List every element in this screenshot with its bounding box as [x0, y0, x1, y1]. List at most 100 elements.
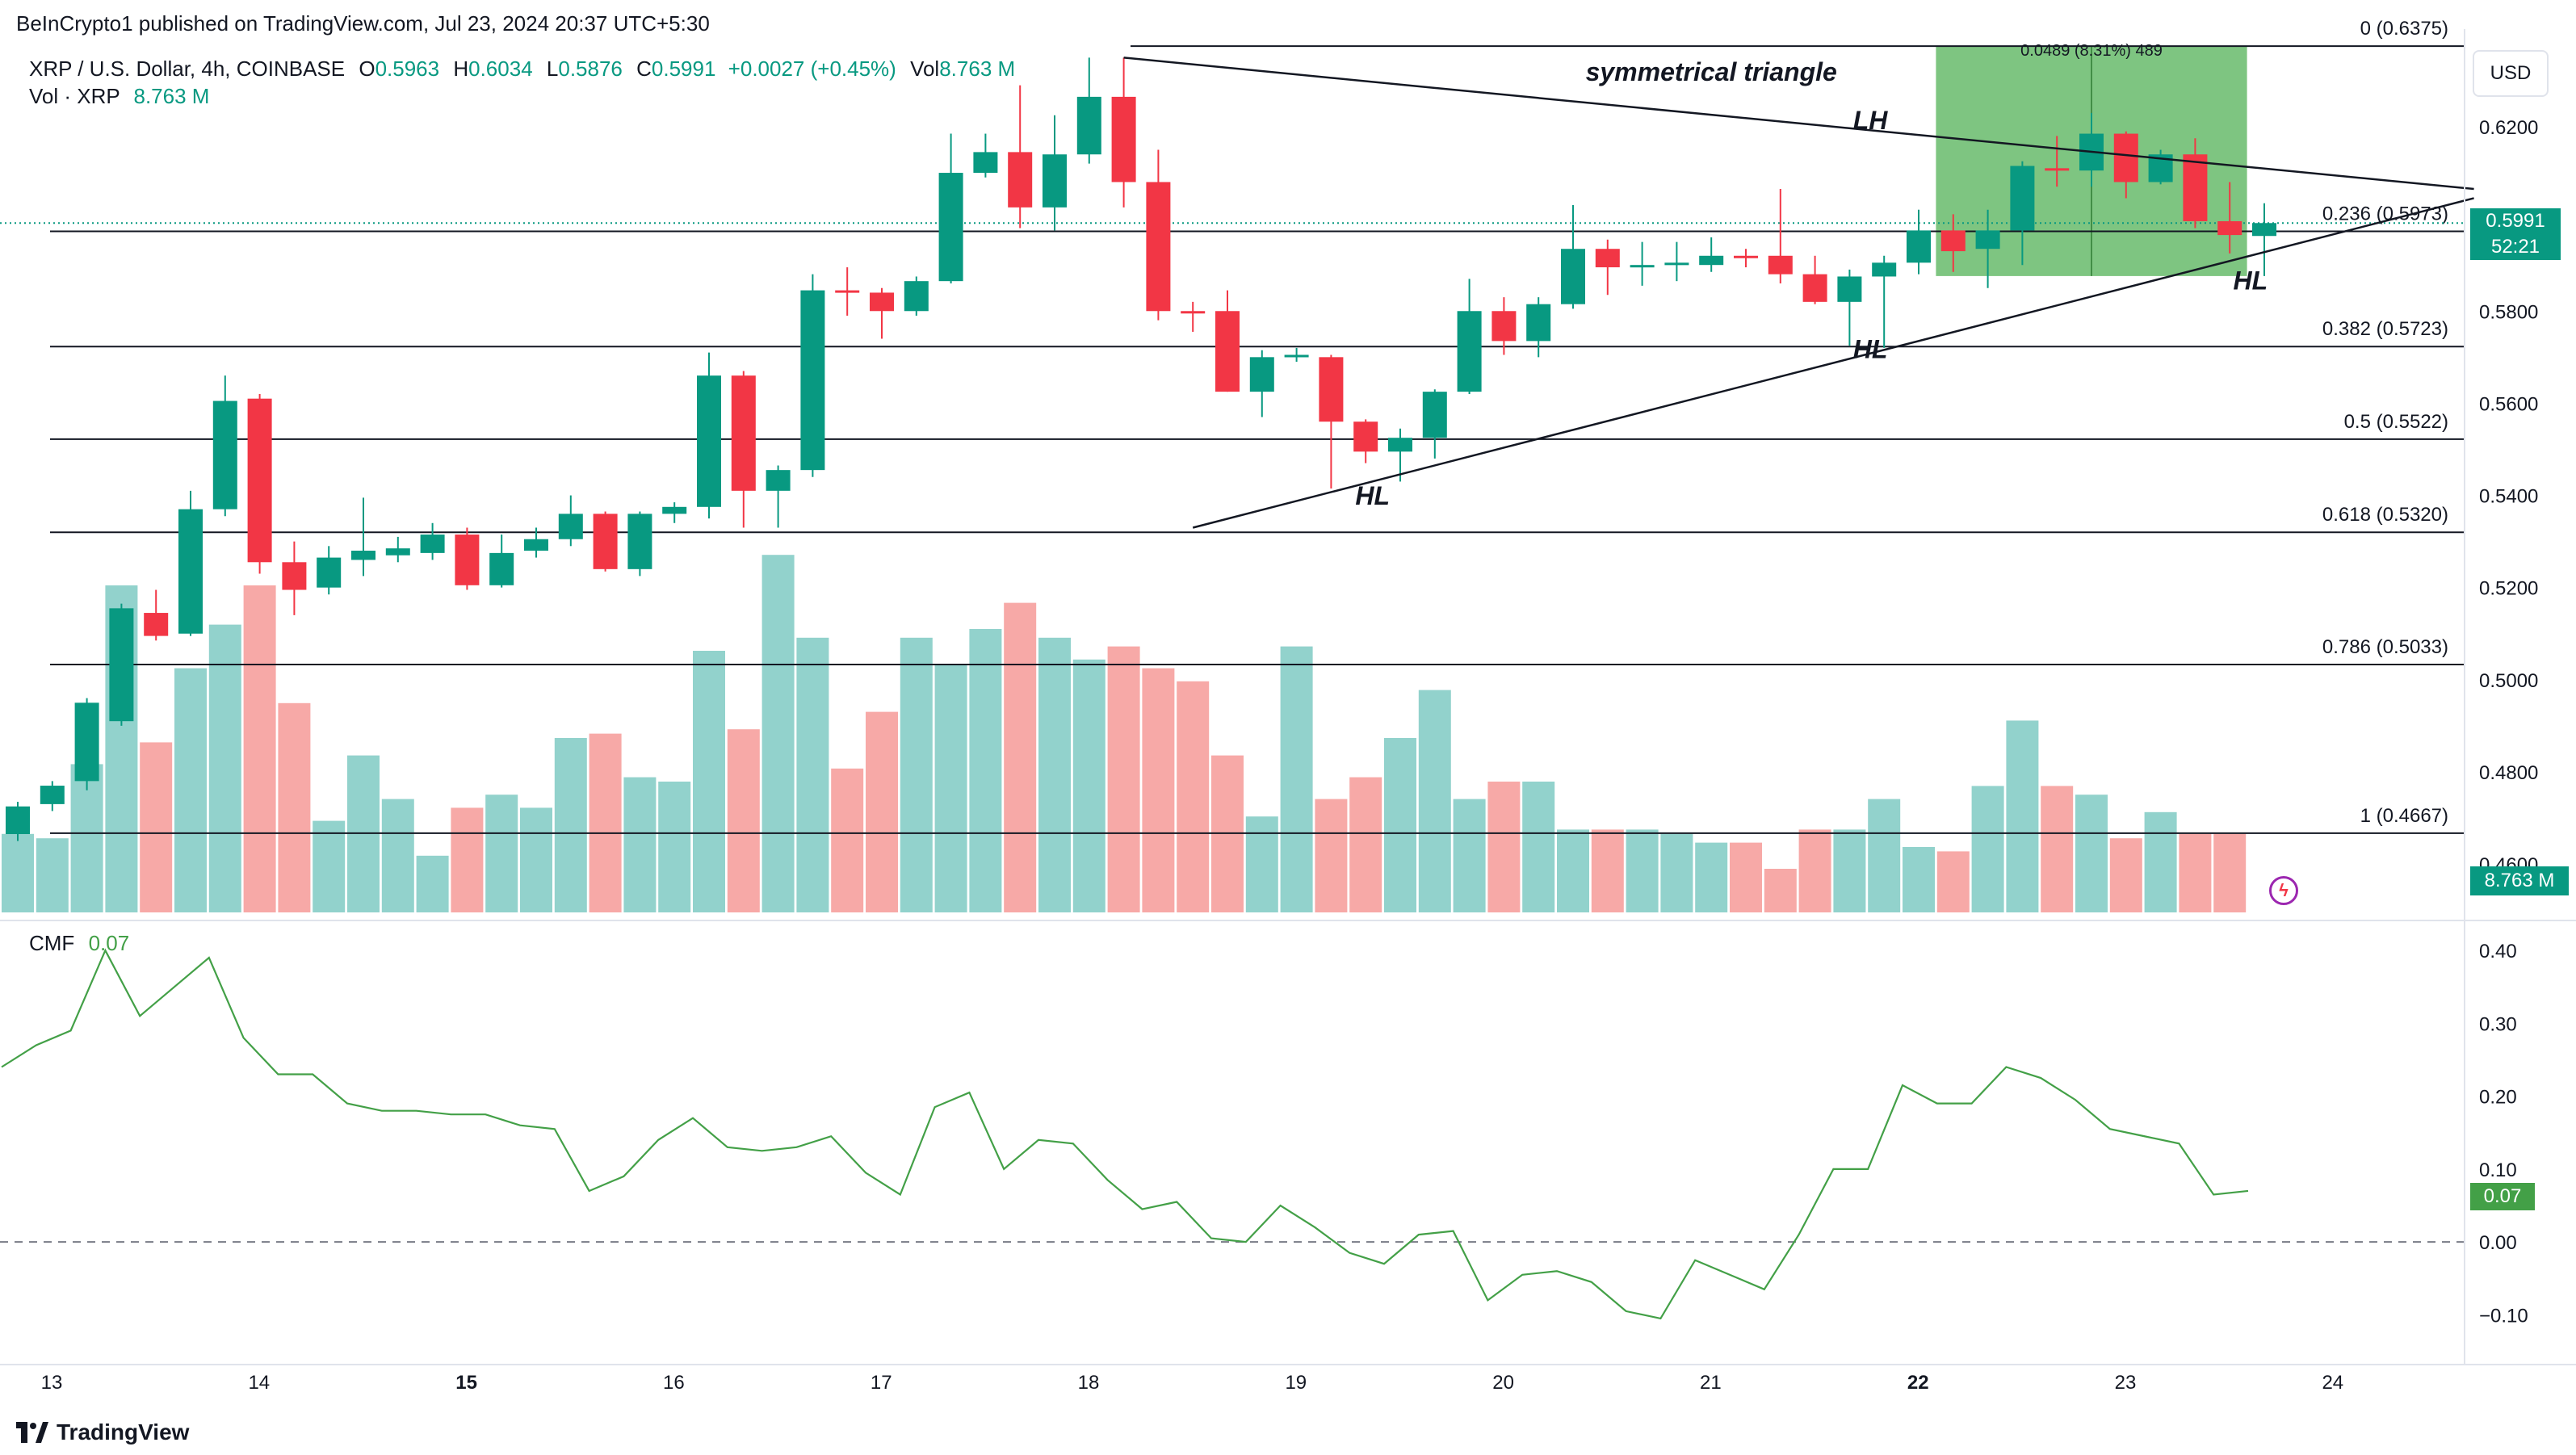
price-axis-tick: 0.5400	[2479, 486, 2538, 508]
candle-up	[973, 152, 998, 174]
chart-annotation: symmetrical triangle	[1586, 57, 1837, 86]
candle-up	[1975, 230, 2000, 249]
candle-down	[247, 398, 272, 563]
candle-down	[282, 562, 307, 590]
candle-up	[489, 552, 514, 585]
candle-down	[1353, 421, 1378, 452]
candle-up	[1837, 276, 1862, 302]
chart-annotation: LH	[1853, 106, 1889, 135]
volume-bar	[313, 820, 346, 912]
candle-down	[1734, 255, 1758, 258]
cmf-axis-tick: 0.10	[2479, 1159, 2517, 1181]
tradingview-logo-icon	[16, 1422, 48, 1443]
volume-bar	[2109, 838, 2142, 912]
candle-down	[144, 613, 169, 636]
cmf-legend[interactable]: CMF 0.07	[29, 931, 129, 956]
candle-up	[524, 539, 548, 551]
change-value: +0.0027 (+0.45%)	[728, 57, 896, 81]
candle-up	[385, 548, 410, 556]
currency-button[interactable]: USD	[2473, 50, 2549, 97]
tradingview-brand: TradingView	[57, 1419, 190, 1445]
price-axis-tick: 0.5800	[2479, 301, 2538, 323]
annotations: symmetrical triangle LH HL HL HL	[1355, 57, 2268, 510]
triangle-lower-trendline[interactable]	[1192, 197, 2474, 529]
volume-bar	[2213, 833, 2247, 912]
tradingview-logo[interactable]: TradingView	[16, 1418, 189, 1447]
vol-value: 8.763 M	[939, 57, 1016, 81]
volume-bar	[1107, 646, 1140, 912]
candle-up	[662, 506, 687, 514]
close-label: C	[636, 57, 652, 81]
cmf-badge: 0.07	[2470, 1183, 2535, 1210]
volume-bar	[900, 637, 933, 912]
volume-bar	[1384, 738, 1416, 912]
volume-bar	[623, 777, 657, 912]
fib-level-label: 1 (0.4667)	[2360, 805, 2448, 827]
volume-bar	[1349, 777, 1382, 912]
candle-up	[2010, 166, 2035, 231]
time-axis-label: 15	[455, 1372, 477, 1394]
candle-down	[1319, 357, 1344, 422]
volume-bar	[1626, 829, 1659, 912]
volume-bar	[1764, 869, 1797, 912]
time-axis-label: 23	[2115, 1372, 2137, 1394]
time-axis-label: 13	[41, 1372, 63, 1394]
fibonacci-levels[interactable]: 0.236 (0.5973)0.382 (0.5723)0.5 (0.5522)…	[0, 18, 2465, 834]
volume-bar	[36, 838, 69, 912]
cmf-axis-tick: 0.30	[2479, 1013, 2517, 1035]
triangle-upper-trendline[interactable]	[1123, 57, 2474, 191]
candle-down	[1215, 311, 1240, 392]
candle-up	[212, 400, 237, 509]
volume-bar	[2006, 720, 2039, 912]
volume-badge: 8.763 M	[2470, 866, 2569, 895]
volume-legend[interactable]: Vol · XRP 8.763 M	[29, 84, 209, 109]
volume-bar	[140, 742, 173, 912]
candle-up	[2252, 223, 2276, 237]
volume-bar	[2041, 786, 2074, 912]
symbol-legend[interactable]: XRP / U.S. Dollar, 4h, COINBASE O0.5963 …	[29, 57, 1015, 82]
news-bolt-icon[interactable]: ϟ	[2269, 876, 2298, 905]
volume-bar	[1453, 799, 1486, 912]
volume-bar	[554, 738, 587, 912]
volume-bar	[2075, 795, 2108, 912]
price-axis-tick: 0.6200	[2479, 117, 2538, 139]
measure-box-label: 0.0489 (8.31%) 489	[2020, 42, 2163, 60]
candle-up	[1907, 230, 1931, 263]
price-axis-tick: 0.5000	[2479, 670, 2538, 692]
volume-legend-label: Vol · XRP	[29, 84, 120, 108]
volume-bar	[174, 668, 207, 912]
candle-up	[904, 281, 929, 312]
time-axis-label: 18	[1078, 1372, 1100, 1394]
candle-down	[1491, 311, 1517, 342]
volume-bar	[2144, 811, 2177, 912]
candle-down	[1802, 274, 1827, 302]
bar-countdown: 52:21	[2490, 236, 2540, 258]
current-price-badge: 0.5991 52:21	[2470, 208, 2561, 260]
volume-bar	[1487, 782, 1521, 912]
volume-bar	[693, 651, 725, 912]
cmf-line	[1, 948, 2249, 1320]
price-axis-tick: 0.5200	[2479, 578, 2538, 600]
candle-up	[766, 470, 791, 491]
symmetrical-triangle[interactable]	[1123, 57, 2474, 529]
volume-bar	[727, 729, 760, 912]
volume-bar	[2, 833, 34, 912]
volume-bar	[1971, 786, 2004, 912]
time-axis-label: 19	[1285, 1372, 1307, 1394]
volume-bar	[866, 711, 898, 912]
candle-up	[1561, 249, 1585, 304]
volume-bar	[934, 664, 967, 912]
candlesticks	[6, 57, 2276, 841]
volume-bar	[658, 782, 691, 912]
candle-up	[1249, 357, 1274, 392]
candle-down	[2045, 168, 2070, 171]
chart-annotation: HL	[1355, 481, 1390, 510]
volume-bar	[1004, 602, 1037, 912]
volume-bar	[520, 807, 552, 912]
time-axis-label: 22	[1907, 1372, 1929, 1394]
candle-up	[420, 535, 445, 553]
cmf-pane: 0.40 0.30 0.20 0.10 0.00 −0.10	[0, 941, 2528, 1327]
candle-down	[1111, 96, 1136, 182]
candle-down	[835, 290, 860, 293]
